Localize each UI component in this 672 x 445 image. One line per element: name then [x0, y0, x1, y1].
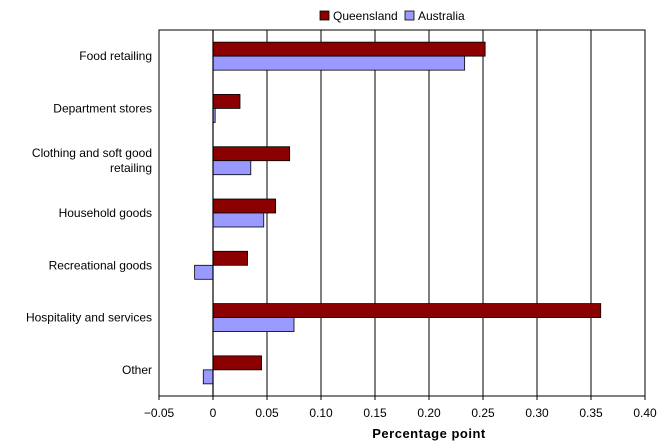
bar-australia: [212, 55, 466, 71]
bar-queensland: [212, 198, 277, 214]
x-tick-label: 0.30: [525, 406, 549, 420]
x-tick-labels: −0.05 0 0.05 0.10 0.15 0.20 0.25 0.30 0.35 0.40: [144, 406, 657, 420]
bar-queensland: [212, 355, 262, 371]
x-tick-label: 0.05: [255, 406, 279, 420]
category-label: Clothing and soft good retailing: [32, 146, 152, 175]
category-label: Department stores: [53, 101, 152, 115]
category-label: Other: [122, 363, 152, 377]
bar-australia: [212, 212, 265, 228]
category-label: Recreational goods: [49, 258, 152, 272]
bar-australia: [202, 369, 214, 385]
bar-queensland: [212, 146, 291, 162]
x-tick-label: 0.10: [309, 406, 333, 420]
legend-swatch: [404, 10, 415, 21]
plot-area: [158, 29, 646, 400]
legend-swatch: [319, 10, 330, 21]
category-label: Hospitality and services: [26, 311, 152, 325]
bar-queensland: [212, 303, 602, 318]
x-tick-label: −0.05: [144, 406, 175, 420]
category-label: Food retailing: [79, 49, 152, 63]
category-label: Household goods: [59, 206, 152, 220]
x-tick-label: 0.15: [363, 406, 387, 420]
bar-australia: [212, 317, 295, 332]
x-tick-label: 0.35: [579, 406, 603, 420]
bar-queensland: [212, 250, 248, 266]
x-tick-label: 0.20: [417, 406, 441, 420]
x-tick-label: 0.40: [633, 406, 657, 420]
bar-australia: [212, 160, 252, 176]
bar-australia: [194, 264, 214, 280]
x-tick-label: 0.25: [471, 406, 495, 420]
x-axis-title: Percentage point: [372, 426, 486, 441]
category-labels: Food retailing Department stores Clothing …: [26, 49, 152, 377]
bar-queensland: [212, 41, 486, 57]
legend-label: Australia: [418, 9, 465, 23]
legend: Queensland Australia: [319, 9, 465, 23]
x-tick-label: 0: [210, 406, 217, 420]
plot-frame: [158, 29, 646, 397]
legend-label: Queensland: [333, 9, 398, 23]
bar-queensland: [212, 94, 241, 109]
